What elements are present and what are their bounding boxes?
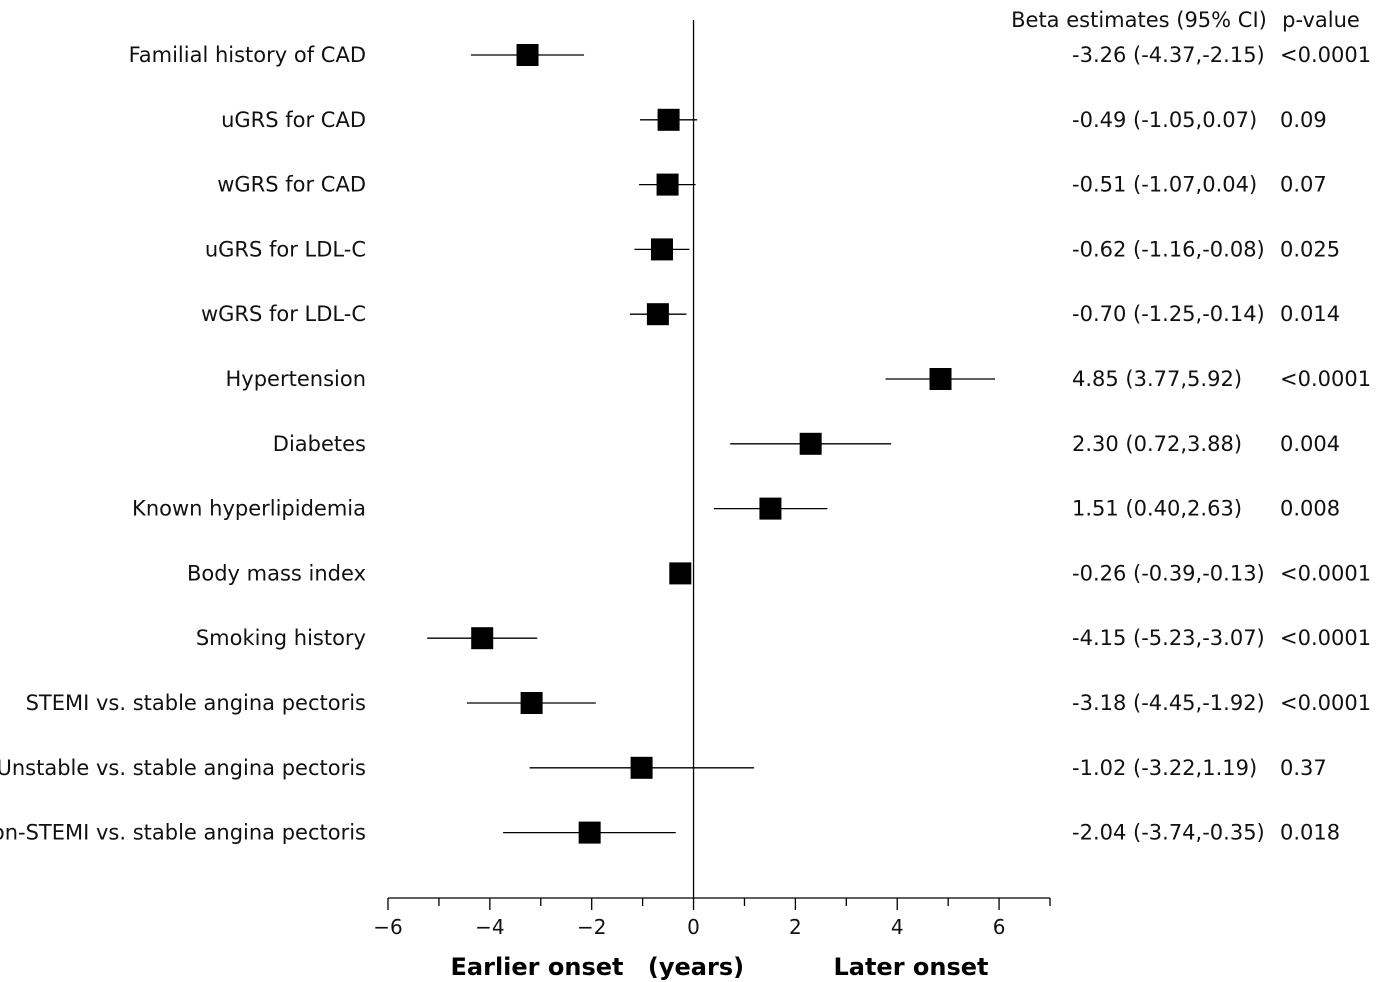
estimate-ci-text: -3.18 (-4.45,-1.92) [1072,691,1265,715]
pvalue-text: 0.025 [1280,237,1340,261]
x-axis: −6 −4 −2 0 2 4 6 [373,897,1051,939]
forest-row: non-STEMI vs. stable angina pectoris -2.0… [0,821,1340,845]
point-estimate-marker [520,692,543,714]
pvalue-text: <0.0001 [1280,626,1371,650]
pvalue-text: <0.0001 [1280,561,1371,585]
pvalue-text: 0.004 [1280,432,1340,456]
point-estimate-marker [657,108,680,131]
row-label: non-STEMI vs. stable angina pectoris [0,821,366,845]
point-estimate-marker [650,238,673,261]
forest-row: STEMI vs. stable angina pectoris -3.18 (-… [26,691,1372,715]
point-estimate-marker [656,173,679,196]
forest-row: Diabetes 2.30 (0.72,3.88) 0.004 [273,432,1340,456]
pvalue-text: 0.014 [1280,302,1340,326]
pvalue-text: 0.008 [1280,497,1340,521]
row-label: Body mass index [187,561,366,585]
row-label: wGRS for LDL-C [201,302,366,326]
forest-row: wGRS for CAD -0.51 (-1.07,0.04) 0.07 [217,173,1327,197]
row-label: STEMI vs. stable angina pectoris [26,691,366,715]
estimate-ci-text: 1.51 (0.40,2.63) [1072,497,1242,521]
point-estimate-marker [929,368,952,390]
pvalue-text: 0.09 [1280,108,1327,132]
estimate-ci-text: -0.26 (-0.39,-0.13) [1072,561,1265,585]
forest-row: Unstable vs. stable angina pectoris -1.02… [0,756,1327,780]
x-tick-label: −4 [475,915,504,939]
row-label: uGRS for LDL-C [205,237,366,261]
forest-row: uGRS for CAD -0.49 (-1.05,0.07) 0.09 [221,108,1327,132]
row-label: Familial history of CAD [129,43,366,67]
pvalue-text: 0.018 [1280,821,1340,845]
x-tick-label: 6 [993,915,1006,939]
point-estimate-marker [516,44,539,66]
x-tick-label: −2 [577,915,606,939]
x-tick-label: 2 [789,915,802,939]
estimate-ci-text: -0.70 (-1.25,-0.14) [1072,302,1265,326]
forest-row: Hypertension 4.85 (3.77,5.92) <0.0001 [226,367,1372,391]
estimate-ci-text: -0.51 (-1.07,0.04) [1072,173,1257,197]
x-label-units: (years) [648,953,744,981]
point-estimate-marker [471,627,494,650]
estimate-ci-text: 4.85 (3.77,5.92) [1072,367,1242,391]
x-tick-label: −6 [373,915,402,939]
row-label: Unstable vs. stable angina pectoris [0,756,366,780]
row-label: Diabetes [273,432,366,456]
pvalue-column-header: p-value [1282,8,1360,32]
pvalue-text: <0.0001 [1280,367,1371,391]
row-label: uGRS for CAD [221,108,366,132]
estimate-ci-text: -0.62 (-1.16,-0.08) [1072,237,1265,261]
x-label-earlier-onset: Earlier onset [451,953,624,981]
forest-rows: Familial history of CAD -3.26 (-4.37,-2.1… [0,43,1371,845]
row-label: Known hyperlipidemia [132,497,366,521]
pvalue-text: <0.0001 [1280,43,1371,67]
pvalue-text: <0.0001 [1280,691,1371,715]
forest-row: Body mass index -0.26 (-0.39,-0.13) <0.000… [187,561,1371,585]
x-label-later-onset: Later onset [833,953,988,981]
point-estimate-marker [646,303,669,326]
estimate-ci-text: -0.49 (-1.05,0.07) [1072,108,1257,132]
point-estimate-marker [578,821,601,844]
forest-row: uGRS for LDL-C -0.62 (-1.16,-0.08) 0.025 [205,237,1340,261]
estimate-column-header: Beta estimates (95% CI) [1011,8,1267,32]
forest-row: Familial history of CAD -3.26 (-4.37,-2.1… [129,43,1371,67]
row-label: Hypertension [226,367,367,391]
forest-row: wGRS for LDL-C -0.70 (-1.25,-0.14) 0.014 [201,302,1340,326]
forest-row: Smoking history -4.15 (-5.23,-3.07) <0.000… [196,626,1371,650]
x-tick-label: 4 [891,915,904,939]
point-estimate-marker [799,432,822,455]
x-tick-label: 0 [687,915,700,939]
point-estimate-marker [669,562,692,585]
row-label: wGRS for CAD [217,173,366,197]
forest-row: Known hyperlipidemia 1.51 (0.40,2.63) 0.00… [132,497,1340,521]
table-headers: Beta estimates (95% CI) p-value [1011,8,1360,32]
pvalue-text: 0.07 [1280,173,1327,197]
estimate-ci-text: -2.04 (-3.74,-0.35) [1072,821,1265,845]
estimate-ci-text: -1.02 (-3.22,1.19) [1072,756,1257,780]
point-estimate-marker [759,497,782,520]
estimate-ci-text: -4.15 (-5.23,-3.07) [1072,626,1265,650]
estimate-ci-text: 2.30 (0.72,3.88) [1072,432,1242,456]
point-estimate-marker [630,756,653,779]
x-axis-label: Earlier onset (years) Later onset [451,953,989,981]
estimate-ci-text: -3.26 (-4.37,-2.15) [1072,43,1265,67]
row-label: Smoking history [196,626,366,650]
pvalue-text: 0.37 [1280,756,1327,780]
